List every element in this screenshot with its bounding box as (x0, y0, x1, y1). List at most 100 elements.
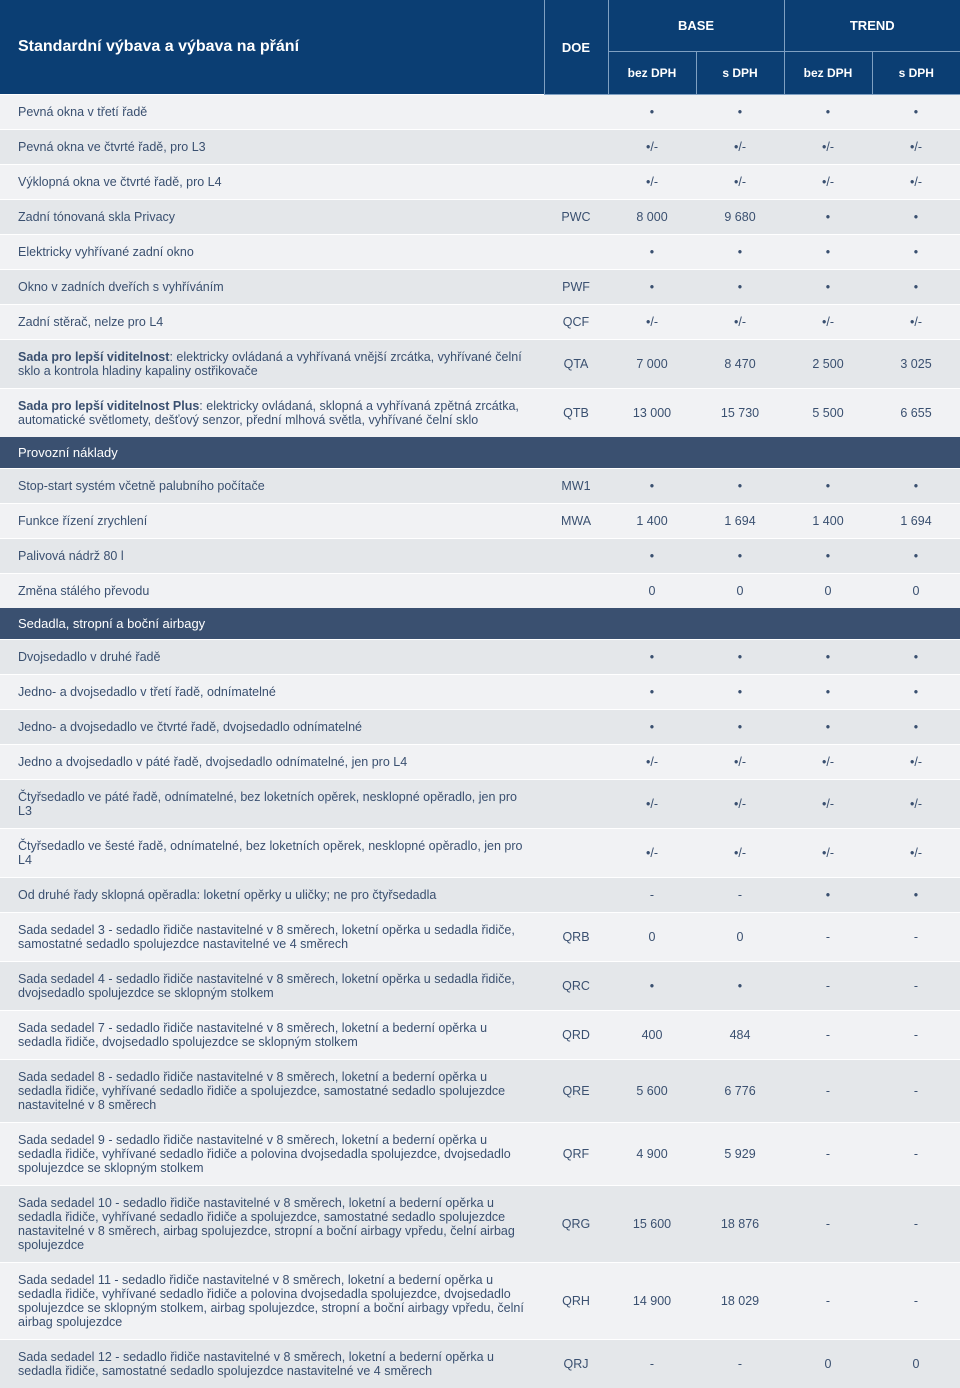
row-value-3: •/- (872, 165, 960, 200)
table-row: Sada sedadel 3 - sedadlo řidiče nastavit… (0, 913, 960, 962)
row-value-2: • (784, 200, 872, 235)
table-row: Čtyřsedadlo ve páté řadě, odnímatelné, b… (0, 780, 960, 829)
row-value-1: 9 680 (696, 200, 784, 235)
row-doe (544, 710, 608, 745)
row-doe: QRF (544, 1123, 608, 1186)
row-label: Čtyřsedadlo ve šesté řadě, odnímatelné, … (0, 829, 544, 878)
table-row: Zadní tónovaná skla PrivacyPWC8 0009 680… (0, 200, 960, 235)
row-value-0: •/- (608, 130, 696, 165)
row-value-2: - (784, 1060, 872, 1123)
row-value-1: •/- (696, 165, 784, 200)
row-value-3: - (872, 913, 960, 962)
row-label: Výklopná okna ve čtvrté řadě, pro L4 (0, 165, 544, 200)
row-value-0: 8 000 (608, 200, 696, 235)
row-value-3: • (872, 710, 960, 745)
row-label: Stop-start systém včetně palubního počít… (0, 469, 544, 504)
row-value-1: 8 470 (696, 340, 784, 389)
row-value-1: •/- (696, 130, 784, 165)
row-doe: QRC (544, 962, 608, 1011)
row-value-3: • (872, 539, 960, 574)
table-row: Sada sedadel 8 - sedadlo řidiče nastavit… (0, 1060, 960, 1123)
row-value-1: 18 876 (696, 1186, 784, 1263)
table-row: Od druhé řady sklopná opěradla: loketní … (0, 878, 960, 913)
row-doe: PWC (544, 200, 608, 235)
row-doe: QCF (544, 305, 608, 340)
row-doe: QTA (544, 340, 608, 389)
row-value-3: - (872, 1011, 960, 1060)
row-doe: QRH (544, 1263, 608, 1340)
row-doe (544, 539, 608, 574)
table-row: Palivová nádrž 80 l•••• (0, 539, 960, 574)
row-value-3: 1 694 (872, 504, 960, 539)
row-label: Dvojsedadlo v druhé řadě (0, 640, 544, 675)
equipment-table: Standardní výbava a výbava na přání DOE … (0, 0, 960, 1388)
table-header: Standardní výbava a výbava na přání DOE … (0, 0, 960, 95)
row-doe (544, 235, 608, 270)
row-value-3: •/- (872, 130, 960, 165)
row-value-3: • (872, 469, 960, 504)
section-row: Provozní náklady (0, 437, 960, 469)
table-row: Sada sedadel 7 - sedadlo řidiče nastavit… (0, 1011, 960, 1060)
header-sub-3: s DPH (872, 52, 960, 95)
row-value-3: •/- (872, 305, 960, 340)
row-value-0: 0 (608, 913, 696, 962)
row-doe (544, 745, 608, 780)
row-value-2: •/- (784, 745, 872, 780)
row-value-0: •/- (608, 780, 696, 829)
table-body: Pevná okna v třetí řadě••••Pevná okna ve… (0, 95, 960, 1388)
row-label: Funkce řízení zrychlení (0, 504, 544, 539)
row-value-0: •/- (608, 745, 696, 780)
row-value-3: • (872, 95, 960, 130)
row-doe: MWA (544, 504, 608, 539)
row-value-0: • (608, 962, 696, 1011)
table-row: Jedno- a dvojsedadlo ve čtvrté řadě, dvo… (0, 710, 960, 745)
row-label: Jedno- a dvojsedadlo v třetí řadě, odním… (0, 675, 544, 710)
row-value-2: • (784, 539, 872, 574)
row-doe (544, 780, 608, 829)
row-value-0: •/- (608, 165, 696, 200)
row-label: Sada pro lepší viditelnost: elektricky o… (0, 340, 544, 389)
row-value-2: • (784, 675, 872, 710)
table-row: Sada sedadel 9 - sedadlo řidiče nastavit… (0, 1123, 960, 1186)
row-value-0: • (608, 235, 696, 270)
row-value-3: 0 (872, 574, 960, 609)
row-value-0: 14 900 (608, 1263, 696, 1340)
row-value-1: • (696, 962, 784, 1011)
row-value-1: • (696, 640, 784, 675)
row-label: Sada pro lepší viditelnost Plus: elektri… (0, 389, 544, 438)
table-row: Funkce řízení zrychleníMWA1 4001 6941 40… (0, 504, 960, 539)
row-value-0: •/- (608, 829, 696, 878)
row-label: Sada sedadel 3 - sedadlo řidiče nastavit… (0, 913, 544, 962)
section-label: Provozní náklady (0, 437, 960, 469)
row-value-2: • (784, 95, 872, 130)
row-value-1: •/- (696, 829, 784, 878)
row-value-0: 400 (608, 1011, 696, 1060)
row-value-2: • (784, 270, 872, 305)
row-value-3: 0 (872, 1340, 960, 1388)
row-value-0: 4 900 (608, 1123, 696, 1186)
row-label: Okno v zadních dveřích s vyhříváním (0, 270, 544, 305)
row-value-2: 2 500 (784, 340, 872, 389)
row-label: Od druhé řady sklopná opěradla: loketní … (0, 878, 544, 913)
table-row: Sada sedadel 12 - sedadlo řidiče nastavi… (0, 1340, 960, 1388)
table-row: Zadní stěrač, nelze pro L4QCF•/-•/-•/-•/… (0, 305, 960, 340)
row-value-1: 5 929 (696, 1123, 784, 1186)
row-label: Sada sedadel 9 - sedadlo řidiče nastavit… (0, 1123, 544, 1186)
row-value-0: • (608, 270, 696, 305)
row-doe (544, 640, 608, 675)
section-label: Sedadla, stropní a boční airbagy (0, 608, 960, 640)
row-value-1: 18 029 (696, 1263, 784, 1340)
row-value-3: •/- (872, 745, 960, 780)
row-value-0: • (608, 539, 696, 574)
row-value-1: • (696, 675, 784, 710)
row-value-1: 0 (696, 574, 784, 609)
row-value-3: - (872, 962, 960, 1011)
header-sub-0: bez DPH (608, 52, 696, 95)
table-row: Pevná okna v třetí řadě•••• (0, 95, 960, 130)
row-value-2: - (784, 1263, 872, 1340)
row-value-1: •/- (696, 745, 784, 780)
row-value-3: • (872, 640, 960, 675)
row-value-2: - (784, 1011, 872, 1060)
row-value-0: 1 400 (608, 504, 696, 539)
row-value-3: •/- (872, 780, 960, 829)
